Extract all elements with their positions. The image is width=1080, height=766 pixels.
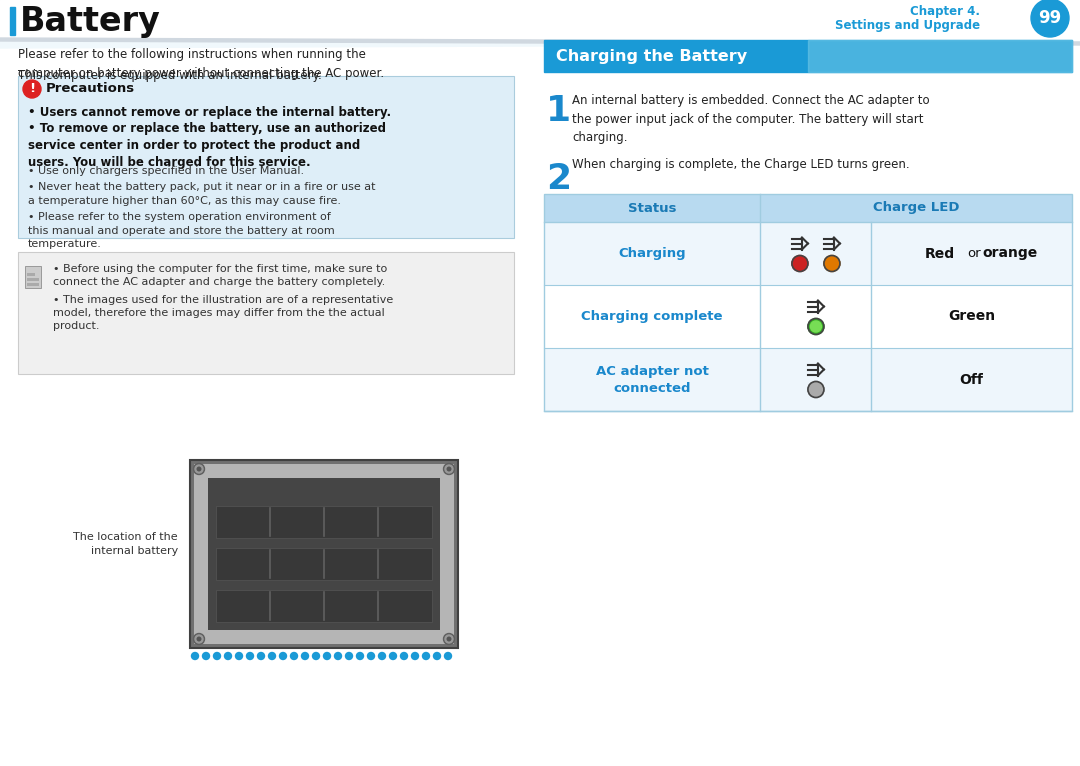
Circle shape — [445, 465, 453, 473]
Bar — [544, 285, 1072, 348]
Circle shape — [1031, 0, 1069, 37]
Circle shape — [193, 633, 204, 644]
Bar — [544, 348, 1072, 411]
Text: This computer is equipped with an internal battery.: This computer is equipped with an intern… — [18, 69, 322, 82]
Bar — [808, 40, 1072, 72]
Circle shape — [301, 653, 309, 660]
Circle shape — [280, 653, 286, 660]
Text: • Please refer to the system operation environment of
this manual and operate an: • Please refer to the system operation e… — [28, 212, 335, 249]
Circle shape — [191, 653, 199, 660]
Bar — [18, 76, 514, 238]
Bar — [27, 278, 39, 281]
Circle shape — [367, 653, 375, 660]
Bar — [544, 194, 1072, 222]
Circle shape — [246, 653, 254, 660]
Text: When charging is complete, the Charge LED turns green.: When charging is complete, the Charge LE… — [572, 158, 909, 171]
Bar — [27, 283, 39, 286]
Circle shape — [445, 635, 453, 643]
Text: or: or — [967, 247, 981, 260]
Text: orange: orange — [982, 247, 1037, 260]
Text: • Never heat the battery pack, put it near or in a fire or use at
a temperature : • Never heat the battery pack, put it ne… — [28, 182, 376, 206]
Circle shape — [195, 465, 203, 473]
Circle shape — [447, 637, 450, 641]
Bar — [216, 548, 432, 580]
Circle shape — [444, 633, 455, 644]
Text: Battery: Battery — [21, 5, 161, 38]
Circle shape — [433, 653, 441, 660]
Text: • The images used for the illustration are of a representative
model, therefore : • The images used for the illustration a… — [53, 295, 393, 332]
Circle shape — [235, 653, 243, 660]
Bar — [194, 464, 454, 644]
Circle shape — [422, 653, 430, 660]
Circle shape — [198, 637, 201, 641]
Text: Off: Off — [960, 372, 984, 387]
Circle shape — [193, 463, 204, 474]
Text: Red: Red — [924, 247, 955, 260]
Bar — [544, 40, 1072, 72]
Circle shape — [257, 653, 265, 660]
Text: Charging: Charging — [619, 247, 686, 260]
Bar — [25, 266, 41, 288]
Text: Chapter 4.: Chapter 4. — [910, 5, 980, 18]
Text: Charge LED: Charge LED — [873, 201, 959, 214]
Bar — [10, 7, 15, 35]
Circle shape — [195, 635, 203, 643]
Text: 1: 1 — [546, 94, 571, 128]
Circle shape — [390, 653, 396, 660]
Text: The location of the
internal battery: The location of the internal battery — [73, 532, 178, 556]
Circle shape — [291, 653, 297, 660]
Bar — [18, 252, 514, 374]
Text: • Users cannot remove or replace the internal battery.: • Users cannot remove or replace the int… — [28, 106, 391, 119]
Text: • To remove or replace the battery, use an authorized
service center in order to: • To remove or replace the battery, use … — [28, 122, 386, 169]
Bar — [0, 0, 1080, 40]
Bar — [27, 273, 35, 276]
Circle shape — [203, 653, 210, 660]
Circle shape — [445, 653, 451, 660]
Text: Charging complete: Charging complete — [581, 310, 723, 323]
Text: !: ! — [29, 83, 35, 96]
Polygon shape — [0, 0, 1080, 48]
Text: Charging the Battery: Charging the Battery — [556, 48, 747, 64]
Circle shape — [346, 653, 352, 660]
Text: • Use only chargers specified in the User Manual.: • Use only chargers specified in the Use… — [28, 166, 305, 176]
Bar — [544, 194, 1072, 411]
Circle shape — [335, 653, 341, 660]
Text: Green: Green — [948, 309, 996, 323]
Bar — [544, 222, 1072, 285]
Text: AC adapter not
connected: AC adapter not connected — [596, 365, 708, 394]
Circle shape — [269, 653, 275, 660]
Circle shape — [810, 321, 822, 332]
Circle shape — [808, 381, 824, 398]
Circle shape — [444, 463, 455, 474]
Circle shape — [447, 467, 450, 471]
Circle shape — [214, 653, 220, 660]
Circle shape — [792, 256, 808, 271]
Text: 2: 2 — [546, 162, 571, 196]
Bar — [190, 460, 458, 648]
Circle shape — [401, 653, 407, 660]
Text: An internal battery is embedded. Connect the AC adapter to
the power input jack : An internal battery is embedded. Connect… — [572, 94, 930, 144]
Text: 99: 99 — [1038, 9, 1062, 27]
Circle shape — [356, 653, 364, 660]
Polygon shape — [0, 38, 1080, 45]
Circle shape — [324, 653, 330, 660]
Bar — [208, 478, 440, 630]
Text: Status: Status — [627, 201, 676, 214]
Text: Precautions: Precautions — [46, 83, 135, 96]
Circle shape — [411, 653, 419, 660]
Circle shape — [23, 80, 41, 98]
Circle shape — [824, 256, 840, 271]
Circle shape — [198, 467, 201, 471]
Circle shape — [378, 653, 386, 660]
Text: Please refer to the following instructions when running the
computer on battery : Please refer to the following instructio… — [18, 48, 384, 80]
Bar — [216, 506, 432, 538]
Circle shape — [808, 319, 824, 335]
Text: Settings and Upgrade: Settings and Upgrade — [835, 18, 980, 31]
Text: • Before using the computer for the first time, make sure to
connect the AC adap: • Before using the computer for the firs… — [53, 264, 388, 287]
Circle shape — [225, 653, 231, 660]
Bar — [216, 590, 432, 622]
Circle shape — [312, 653, 320, 660]
